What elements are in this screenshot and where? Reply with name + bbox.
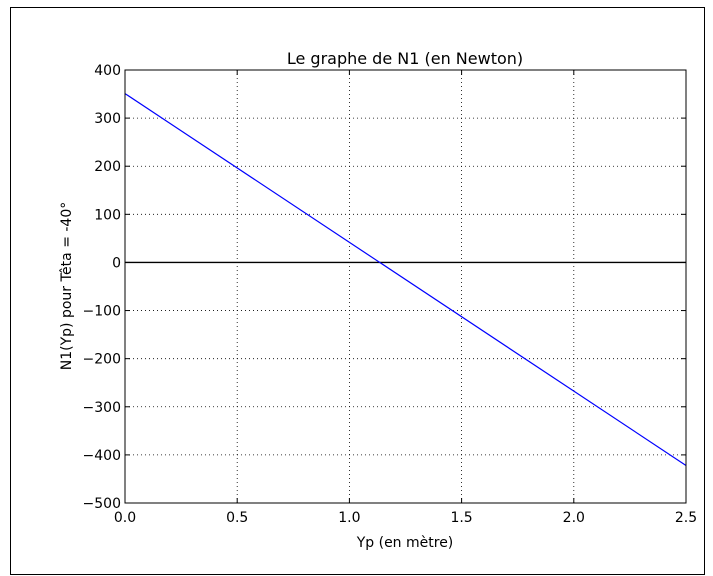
y-tick-label: −200 bbox=[83, 352, 121, 368]
plot-area-border bbox=[124, 69, 687, 504]
x-tick-label: 2.5 bbox=[675, 510, 697, 526]
x-tick-label: 1.5 bbox=[450, 510, 472, 526]
y-axis-label: N1(Yp) pour Têta = -40° bbox=[59, 202, 75, 371]
x-axis-ticks: 0.0 0.5 1.0 1.5 2.0 2.5 bbox=[114, 70, 697, 526]
y-tick-label: −500 bbox=[83, 496, 121, 512]
chart-title: Le graphe de N1 (en Newton) bbox=[287, 49, 523, 68]
series-line bbox=[124, 93, 687, 466]
y-tick-label: 400 bbox=[94, 63, 121, 79]
x-tick-label: 2.0 bbox=[563, 510, 585, 526]
x-tick-label: 0.0 bbox=[114, 510, 136, 526]
data-series bbox=[124, 93, 687, 466]
y-axis-ticks: 400 300 200 100 0 −100 −200 −300 −400 −500 bbox=[83, 63, 686, 512]
y-tick-label: −300 bbox=[83, 400, 121, 416]
x-axis-label: Yp (en mètre) bbox=[356, 535, 454, 551]
y-tick-label: 100 bbox=[94, 207, 121, 223]
y-tick-label: 300 bbox=[94, 111, 121, 127]
x-tick-label: 0.5 bbox=[226, 510, 248, 526]
y-tick-label: 200 bbox=[94, 159, 121, 175]
y-tick-label: 0 bbox=[112, 255, 121, 271]
y-tick-label: −400 bbox=[83, 448, 121, 464]
figure-frame bbox=[10, 7, 705, 575]
x-tick-label: 1.0 bbox=[338, 510, 360, 526]
y-tick-label: −100 bbox=[83, 304, 121, 320]
grid-lines bbox=[124, 69, 687, 504]
